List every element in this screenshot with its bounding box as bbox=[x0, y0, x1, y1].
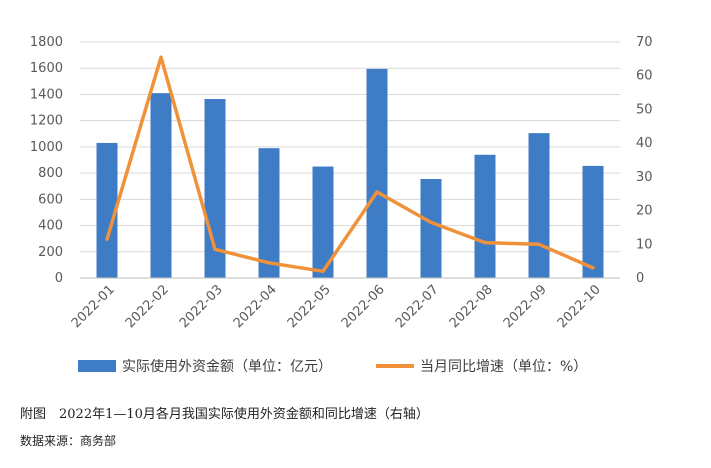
y-left-tick-label: 400 bbox=[38, 219, 63, 234]
y-left-tick-label: 1800 bbox=[30, 35, 63, 50]
legend-item-bar: 实际使用外资金额（单位：亿元） bbox=[78, 356, 332, 376]
bar bbox=[366, 68, 388, 278]
x-tick-label: 2022-10 bbox=[555, 282, 604, 331]
y-left-tick-label: 600 bbox=[38, 192, 63, 207]
y-left-tick-label: 200 bbox=[38, 245, 63, 260]
y-left-tick-label: 1000 bbox=[30, 140, 63, 155]
bar bbox=[582, 165, 604, 278]
legend-label-bar: 实际使用外资金额（单位：亿元） bbox=[122, 359, 332, 375]
y-left-tick-label: 0 bbox=[55, 271, 63, 286]
y-right-tick-label: 30 bbox=[636, 170, 653, 185]
data-source: 数据来源：商务部 bbox=[20, 434, 117, 448]
growth-line bbox=[105, 55, 595, 274]
y-right-tick-label: 70 bbox=[636, 35, 653, 50]
bar bbox=[150, 93, 172, 278]
y-right-tick-label: 0 bbox=[636, 271, 644, 286]
x-tick-label: 2022-01 bbox=[69, 282, 118, 331]
y-left-tick-label: 800 bbox=[38, 166, 63, 181]
x-tick-label: 2022-03 bbox=[177, 282, 226, 331]
y-right-tick-label: 60 bbox=[636, 69, 653, 84]
x-tick-label: 2022-05 bbox=[285, 282, 334, 331]
y-right-tick-label: 20 bbox=[636, 204, 653, 219]
x-tick-label: 2022-07 bbox=[393, 282, 442, 331]
x-tick-label: 2022-06 bbox=[339, 282, 388, 331]
y-right-tick-label: 40 bbox=[636, 136, 653, 151]
x-tick-label: 2022-02 bbox=[123, 282, 172, 331]
figure-caption: 附图 2022年1—10月各月我国实际使用外资金额和同比增速（右轴） bbox=[20, 407, 429, 422]
x-tick-label: 2022-09 bbox=[501, 282, 550, 331]
bar bbox=[96, 142, 118, 278]
y-left-tick-label: 1200 bbox=[30, 114, 63, 129]
bar bbox=[420, 179, 442, 278]
bar bbox=[474, 154, 496, 278]
y-right-tick-label: 10 bbox=[636, 237, 653, 252]
bar bbox=[312, 166, 334, 278]
y-left-tick-label: 1600 bbox=[30, 61, 63, 76]
bar bbox=[528, 133, 550, 278]
legend-swatch-line bbox=[376, 364, 414, 368]
bar bbox=[258, 148, 280, 278]
chart: 0 200 400 600 800 1000 1200 1400 1600 1800 0 10 20 30… bbox=[30, 35, 653, 331]
legend-label-line: 当月同比增速（单位：%） bbox=[420, 359, 588, 375]
x-tick-label: 2022-08 bbox=[447, 282, 496, 331]
legend: 实际使用外资金额（单位：亿元） 当月同比增速（单位：%） bbox=[78, 356, 631, 376]
legend-item-line: 当月同比增速（单位：%） bbox=[376, 356, 587, 376]
legend-swatch-bar bbox=[78, 360, 116, 372]
y-right-tick-label: 50 bbox=[636, 102, 653, 117]
x-tick-label: 2022-04 bbox=[231, 282, 280, 331]
y-left-tick-label: 1400 bbox=[30, 87, 63, 102]
